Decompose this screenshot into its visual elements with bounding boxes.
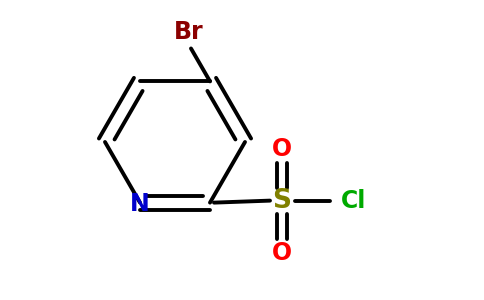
Text: O: O: [272, 241, 292, 265]
Text: O: O: [272, 136, 292, 160]
Text: N: N: [130, 192, 150, 216]
Text: S: S: [272, 188, 291, 214]
Text: Br: Br: [174, 20, 204, 44]
Text: Cl: Cl: [341, 189, 367, 213]
